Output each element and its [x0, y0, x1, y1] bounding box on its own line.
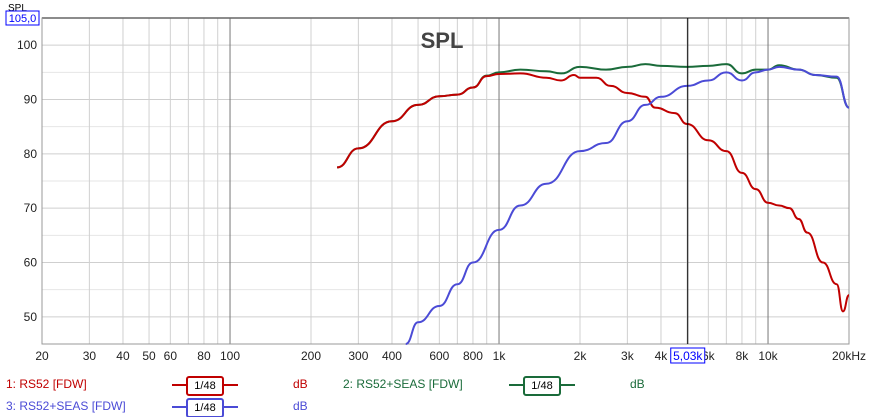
x-tick-label: 40	[116, 349, 130, 363]
legend-series-1-smoothing[interactable]: 1/48	[172, 376, 238, 396]
plot-frame	[41, 17, 850, 345]
x-tick-label: 20	[35, 349, 49, 363]
x-tick-label: 20kHz	[832, 349, 866, 363]
legend-series-3-name: 3: RS52+SEAS [FDW]	[6, 399, 126, 413]
legend-series-2-unit: dB	[630, 377, 645, 391]
x-tick-label: 50	[142, 349, 156, 363]
chart-title: SPL	[421, 28, 464, 53]
y-tick-label: 90	[24, 93, 38, 107]
x-tick-label: 800	[463, 349, 483, 363]
chart-svg: 50 60 70 80 90 100 20 30 40 50 60 80 100 200 300 400 600…	[5, 3, 866, 364]
x-tick-label: 600	[429, 349, 449, 363]
x-tick-label: 30	[83, 349, 97, 363]
x-tick-label: 2k	[574, 349, 588, 363]
cursor-value[interactable]: 5,03k	[673, 349, 703, 363]
x-tick-label: 6k	[702, 349, 716, 363]
x-tick-label: 3k	[621, 349, 635, 363]
series-line	[405, 65, 850, 345]
series-line	[336, 72, 850, 313]
y-tick-label: 60	[24, 256, 38, 270]
x-tick-label: 60	[164, 349, 178, 363]
cursor-value-box[interactable]	[670, 347, 706, 364]
y-top-value[interactable]: 105,0	[9, 13, 37, 25]
x-tick-label: 10k	[758, 349, 778, 363]
x-tick-label: 100	[220, 349, 240, 363]
y-top-value-box[interactable]	[5, 10, 40, 26]
legend-series-2-smoothing[interactable]: 1/48	[509, 376, 575, 396]
y-tick-label: 50	[24, 310, 38, 324]
legend-series-3-unit: dB	[293, 399, 308, 413]
legend-series-1-unit: dB	[293, 377, 308, 391]
legend-series-1-name: 1: RS52 [FDW]	[6, 377, 87, 391]
y-tick-label: 80	[24, 147, 38, 161]
x-tick-label: 400	[382, 349, 402, 363]
x-tick-label: 300	[348, 349, 368, 363]
legend-series-3-smoothing[interactable]: 1/48	[172, 398, 238, 417]
legend-series-2-name: 2: RS52+SEAS [FDW]	[343, 377, 463, 391]
x-tick-label: 8k	[736, 349, 750, 363]
series-line	[336, 63, 850, 169]
y-tick-label: 100	[17, 38, 37, 52]
x-tick-label: 1k	[493, 349, 507, 363]
y-tick-label: 70	[24, 201, 38, 215]
x-tick-label: 4k	[655, 349, 669, 363]
x-tick-label: 80	[197, 349, 211, 363]
x-tick-label: 200	[301, 349, 321, 363]
y-axis-label: SPL	[8, 3, 27, 14]
